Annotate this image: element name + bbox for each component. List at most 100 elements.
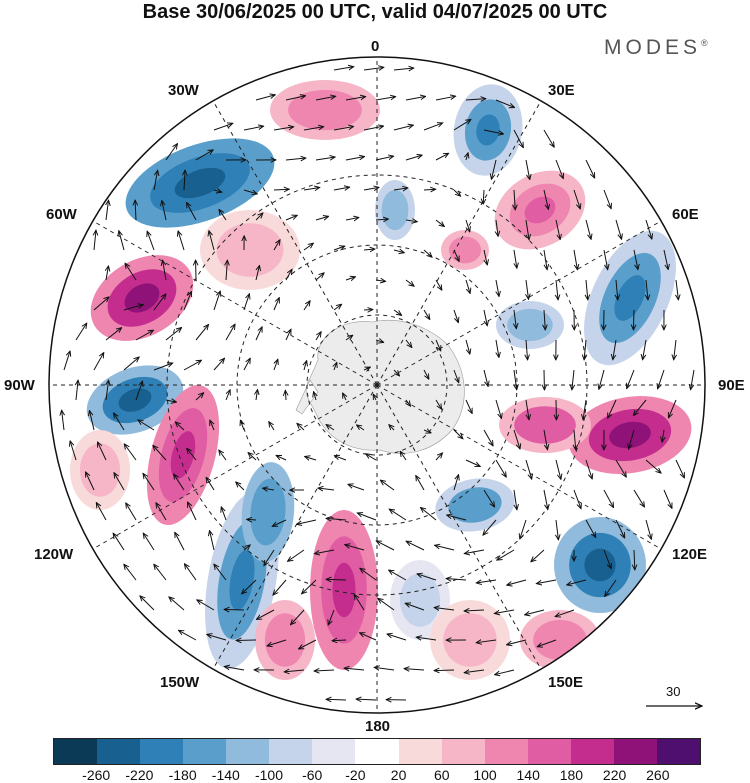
wind-vector [264,549,275,566]
wind-vector [225,390,230,401]
wind-vector [96,503,107,521]
wind-vector [483,489,495,507]
wind-vector [70,441,77,461]
wind-vector [334,362,337,371]
wind-vector [333,126,354,131]
wind-vector [315,157,335,160]
anomaly-contour [584,548,616,582]
wind-vector [393,125,413,131]
wind-vector [526,399,529,420]
wind-vector [356,699,377,700]
wind-vector [183,291,191,311]
wind-vector [345,217,359,220]
wind-vector [363,187,379,190]
wind-vector [514,189,515,210]
wind-vector [417,574,437,581]
wind-vector [376,541,395,551]
wind-vector [256,389,258,401]
wind-vector [247,519,257,520]
wind-vector [314,549,335,554]
wind-vector [525,459,532,479]
wind-vector [393,68,414,70]
wind-vector [332,640,347,641]
colorbar-segment [656,739,700,764]
wind-vector [663,249,668,270]
wind-vector [453,249,459,261]
colorbar-segment [97,739,141,764]
wind-vector [586,279,588,300]
wind-vector [525,609,545,615]
wind-vector [243,545,250,551]
wind-vector [213,291,220,311]
wind-vector [514,309,516,329]
colorbar-tick-label: 180 [559,767,584,783]
wind-vector [567,579,587,585]
wind-vector [106,200,109,221]
wind-vector [453,369,459,383]
wind-vector [140,596,155,611]
wind-vector [354,594,365,611]
wind-vector [389,570,407,581]
wind-vector [86,472,95,491]
wind-vector [423,309,430,319]
wind-vector [195,324,209,341]
wind-vector [154,564,167,581]
wind-vector [344,668,365,670]
wind-vector [175,532,185,551]
wind-vector [393,188,408,190]
wind-vector [225,324,235,341]
wind-vector [405,155,422,161]
wind-vector [543,489,548,510]
wind-vector [447,515,467,521]
wind-vector [663,489,672,508]
colorbar-segment [570,739,614,764]
wind-vector [453,309,458,323]
wind-vector [446,579,467,580]
wind-vector [298,639,317,649]
anomaly-contour [381,189,409,231]
wind-vector [357,513,377,521]
wind-vector [174,474,185,491]
wind-vector [363,126,384,131]
wind-vector [495,459,506,477]
wind-vector [464,670,485,673]
wind-vector [272,519,287,526]
brand-logo: MODES® [604,36,708,59]
wind-vector [393,309,402,315]
wind-vector [183,360,201,371]
wind-vector [544,309,545,330]
wind-vector [213,123,233,131]
wind-vector [393,250,404,253]
wind-vector [374,667,395,670]
colorbar-segment [355,739,399,764]
wind-vector [124,564,137,581]
wind-vector [496,279,499,297]
wind-vector [615,219,622,239]
wind-vector [483,429,493,446]
wind-vector [435,279,442,290]
wind-vector [315,216,329,221]
colorbar-tick-label: 60 [434,767,450,783]
wind-vector [296,519,317,524]
wind-vector [405,603,425,611]
wind-vector [135,200,136,221]
wind-vector [291,609,305,625]
wind-vector [603,249,608,270]
wind-vector [285,96,306,101]
wind-vector [345,277,356,280]
colorbar-tick-label: -60 [302,767,323,783]
wind-vector [537,639,557,647]
wind-vector [363,367,370,370]
wind-vector [435,219,444,227]
wind-vector [219,209,227,221]
wind-vector [255,265,260,281]
wind-vector [285,269,292,281]
colorbar-segment [269,739,313,764]
wind-vector [483,189,484,204]
wind-vector [375,156,394,161]
wind-vector [175,422,185,431]
lon-label-90w: 90W [4,377,35,394]
wind-vector [585,159,595,178]
wind-vector [555,159,563,179]
wind-vector [615,459,626,477]
